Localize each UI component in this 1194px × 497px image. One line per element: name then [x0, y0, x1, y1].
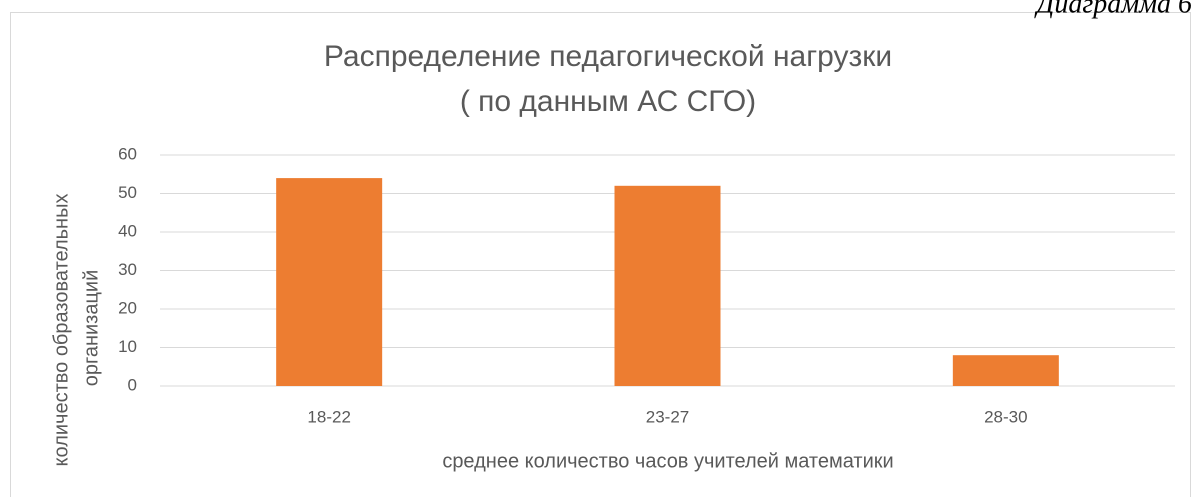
chart-border [10, 12, 1191, 497]
x-tick-label: 23-27 [646, 407, 689, 426]
bar [952, 355, 1059, 386]
y-tick-label: 30 [118, 260, 137, 279]
chart-title: Распределение педагогической нагрузки [324, 40, 892, 73]
caption: Диаграмма 6 [1034, 0, 1192, 19]
y-tick-label: 50 [118, 183, 137, 202]
y-tick-label: 0 [128, 375, 137, 394]
y-axis-label: количество образовательных [50, 194, 72, 467]
chart-title: ( по данным АС СГО) [460, 85, 756, 118]
x-tick-label: 18-22 [307, 407, 350, 426]
bar [276, 178, 383, 386]
y-tick-label: 40 [118, 221, 137, 240]
y-tick-label: 20 [118, 298, 137, 317]
y-tick-label: 10 [118, 337, 137, 356]
y-tick-label: 60 [118, 144, 137, 163]
x-tick-label: 28-30 [984, 407, 1027, 426]
x-axis-label: среднее количество часов учителей матема… [442, 450, 893, 472]
bar [614, 185, 721, 386]
y-axis-label: организаций [80, 270, 102, 387]
